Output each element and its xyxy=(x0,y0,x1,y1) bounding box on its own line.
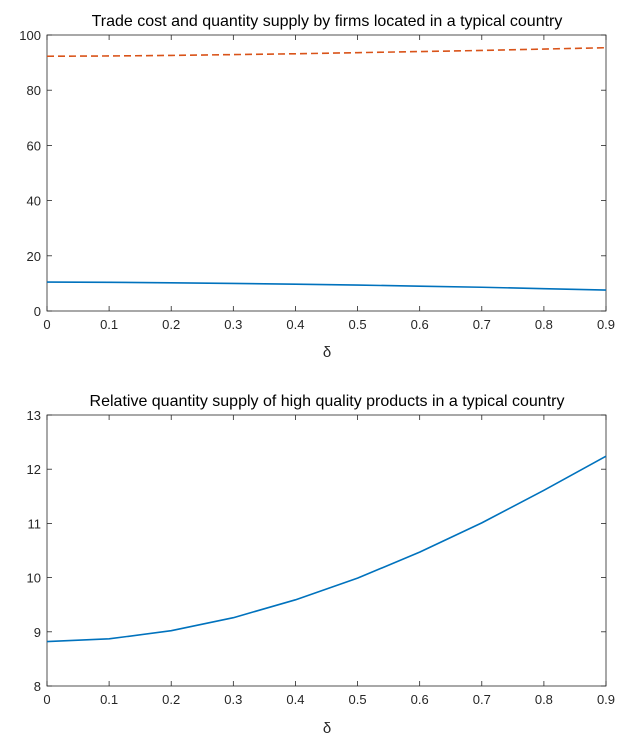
bottom-y-tick-label: 10 xyxy=(27,571,41,586)
bottom-lines xyxy=(46,455,607,643)
top-chart-title: Trade cost and quantity supply by firms … xyxy=(92,13,563,30)
bottom-x-axis-label: δ xyxy=(323,720,331,737)
top-y-tick-label: 40 xyxy=(27,194,41,209)
bottom-x-tick-label: 0.2 xyxy=(162,692,180,707)
bottom-x-tick-label: 0.9 xyxy=(597,692,615,707)
top-x-tick-label: 0.4 xyxy=(286,317,304,332)
bottom-y-tick-labels: 8 9 10 11 12 13 xyxy=(27,408,41,694)
bottom-subplot: Relative quantity supply of high quality… xyxy=(27,393,616,737)
bottom-y-tick-label: 8 xyxy=(34,679,41,694)
top-ticks xyxy=(46,34,607,312)
top-series-1-line xyxy=(46,281,607,291)
top-series-2-line xyxy=(46,46,607,58)
bottom-plot-frame xyxy=(46,414,607,687)
bottom-chart-title: Relative quantity supply of high quality… xyxy=(90,393,565,410)
top-x-tick-label: 0.2 xyxy=(162,317,180,332)
bottom-x-tick-label: 0.7 xyxy=(473,692,491,707)
top-y-tick-label: 80 xyxy=(27,83,41,98)
top-x-tick-label: 0.8 xyxy=(535,317,553,332)
top-x-tick-label: 0.9 xyxy=(597,317,615,332)
top-y-tick-label: 100 xyxy=(19,28,41,43)
bottom-x-tick-labels: 0 0.1 0.2 0.3 0.4 0.5 0.6 0.7 0.8 0.9 xyxy=(43,692,615,707)
top-x-axis-label: δ xyxy=(323,344,331,361)
bottom-x-tick-label: 0.3 xyxy=(224,692,242,707)
bottom-ticks xyxy=(46,414,607,687)
bottom-y-tick-label: 11 xyxy=(28,516,42,531)
top-y-tick-label: 60 xyxy=(27,138,41,153)
top-subplot: Trade cost and quantity supply by firms … xyxy=(19,13,615,361)
bottom-y-tick-label: 9 xyxy=(34,625,41,640)
bottom-series-1-line xyxy=(46,455,607,643)
top-x-tick-labels: 0 0.1 0.2 0.3 0.4 0.5 0.6 0.7 0.8 0.9 xyxy=(43,317,615,332)
top-x-tick-label: 0 xyxy=(43,317,50,332)
top-x-tick-label: 0.7 xyxy=(473,317,491,332)
top-y-tick-label: 20 xyxy=(27,249,41,264)
bottom-x-tick-label: 0.1 xyxy=(100,692,118,707)
bottom-x-tick-label: 0 xyxy=(43,692,50,707)
top-x-tick-label: 0.5 xyxy=(349,317,367,332)
bottom-x-tick-label: 0.5 xyxy=(349,692,367,707)
bottom-x-tick-label: 0.4 xyxy=(286,692,304,707)
bottom-y-tick-label: 13 xyxy=(27,408,41,423)
top-plot-frame xyxy=(46,34,607,312)
top-x-tick-label: 0.6 xyxy=(411,317,429,332)
top-lines xyxy=(46,46,607,291)
top-y-tick-labels: 0 20 40 60 80 100 xyxy=(19,28,41,319)
bottom-x-tick-label: 0.6 xyxy=(411,692,429,707)
top-x-tick-label: 0.1 xyxy=(100,317,118,332)
bottom-x-tick-label: 0.8 xyxy=(535,692,553,707)
bottom-y-tick-label: 12 xyxy=(27,462,41,477)
top-y-tick-label: 0 xyxy=(34,304,41,319)
top-x-tick-label: 0.3 xyxy=(224,317,242,332)
